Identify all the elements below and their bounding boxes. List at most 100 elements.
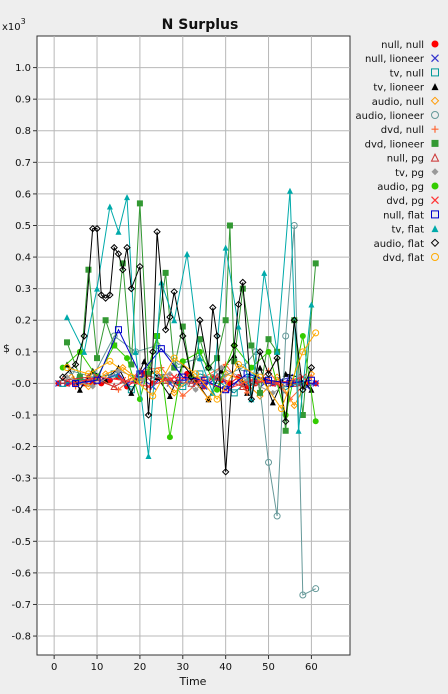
plot-area — [36, 35, 351, 656]
data-point — [256, 389, 263, 396]
legend-marker — [431, 40, 439, 48]
data-point — [307, 376, 315, 384]
data-point — [265, 336, 272, 343]
data-point — [269, 399, 276, 406]
legend-marker — [430, 96, 440, 106]
data-point — [235, 360, 243, 368]
legend-marker — [431, 196, 439, 205]
x-tick-label: 30 — [176, 662, 189, 673]
data-point — [248, 342, 255, 349]
y-tick-label: -0.1 — [11, 410, 31, 421]
legend-marker — [431, 139, 439, 147]
data-point — [101, 370, 110, 378]
legend-marker — [431, 225, 439, 233]
legend-label: audio, lioneer — [356, 111, 425, 122]
y-tick-label: 0.8 — [15, 126, 31, 137]
data-point — [63, 364, 71, 372]
data-point — [196, 316, 204, 324]
legend-label: null, lioneer — [365, 54, 425, 65]
data-point — [162, 269, 169, 276]
data-point — [170, 373, 178, 381]
data-point — [132, 348, 139, 355]
y-tick-label: -0.3 — [11, 474, 31, 485]
y-tick-label: -0.7 — [11, 600, 31, 611]
series-line — [62, 228, 312, 472]
data-point — [299, 591, 307, 599]
data-point — [214, 386, 221, 393]
data-point — [119, 260, 126, 267]
series-15 — [63, 329, 320, 413]
legend-label: dvd, null — [381, 125, 424, 136]
data-point — [282, 332, 290, 340]
data-point — [136, 200, 143, 207]
data-point — [127, 373, 135, 381]
data-point — [299, 411, 306, 418]
data-point — [171, 317, 178, 324]
data-point — [64, 314, 71, 321]
data-point — [67, 373, 76, 381]
data-point — [230, 341, 238, 350]
y-tick-label: -0.2 — [11, 442, 31, 453]
legend-marker — [431, 54, 439, 63]
legend-label: dvd, flat — [383, 253, 424, 264]
data-point — [119, 376, 127, 384]
y-tick-label: 1.0 — [15, 63, 31, 74]
data-point — [80, 332, 88, 340]
legend-marker — [431, 68, 439, 77]
data-point — [102, 317, 109, 324]
data-point — [110, 243, 118, 252]
data-point — [72, 379, 80, 387]
data-point — [221, 468, 230, 476]
y-tick-label: -0.4 — [11, 505, 31, 516]
data-point — [239, 278, 247, 287]
data-point — [295, 427, 302, 434]
chart-title: N Surplus — [162, 17, 239, 33]
data-point — [222, 317, 229, 324]
legend-marker — [431, 83, 439, 91]
legend-label: tv, null — [390, 68, 424, 79]
data-point — [106, 357, 114, 365]
data-point — [299, 348, 307, 356]
x-tick-label: 10 — [91, 662, 104, 673]
data-point — [171, 364, 178, 371]
y-tick-label: 0.6 — [15, 189, 31, 200]
data-point — [290, 401, 298, 410]
legend-marker — [431, 111, 439, 119]
data-point — [123, 243, 131, 252]
data-point — [264, 370, 273, 378]
data-point — [179, 323, 186, 330]
legend-label: tv, lioneer — [373, 83, 425, 94]
data-point — [119, 265, 127, 274]
data-point — [299, 333, 306, 340]
data-point — [89, 383, 96, 390]
data-point — [290, 316, 298, 324]
x-tick-label: 60 — [305, 662, 318, 673]
data-point — [149, 392, 157, 400]
data-point — [277, 405, 285, 413]
data-point — [93, 376, 101, 384]
data-point — [265, 458, 273, 466]
y-tick-label: -0.0 — [11, 379, 31, 390]
data-point — [157, 345, 165, 353]
data-point — [192, 370, 200, 378]
y-multiplier: x103 — [2, 17, 26, 33]
data-point — [76, 374, 83, 381]
series-line — [75, 328, 312, 391]
data-point — [179, 393, 186, 400]
data-point — [274, 348, 281, 355]
y-axis-label: $ — [3, 342, 10, 355]
data-point — [170, 389, 178, 397]
legend-marker — [431, 210, 439, 219]
x-tick-label: 0 — [51, 662, 57, 673]
data-point — [234, 300, 243, 309]
data-point — [106, 203, 113, 210]
legend-label: dvd, lioneer — [365, 139, 425, 150]
data-point — [261, 269, 268, 276]
data-point — [81, 348, 88, 355]
y-tick-label: 0.5 — [15, 221, 31, 232]
data-point — [218, 364, 225, 371]
data-point — [136, 262, 144, 271]
legend-label: tv, flat — [391, 225, 424, 236]
legend-label: tv, pg — [395, 168, 424, 179]
